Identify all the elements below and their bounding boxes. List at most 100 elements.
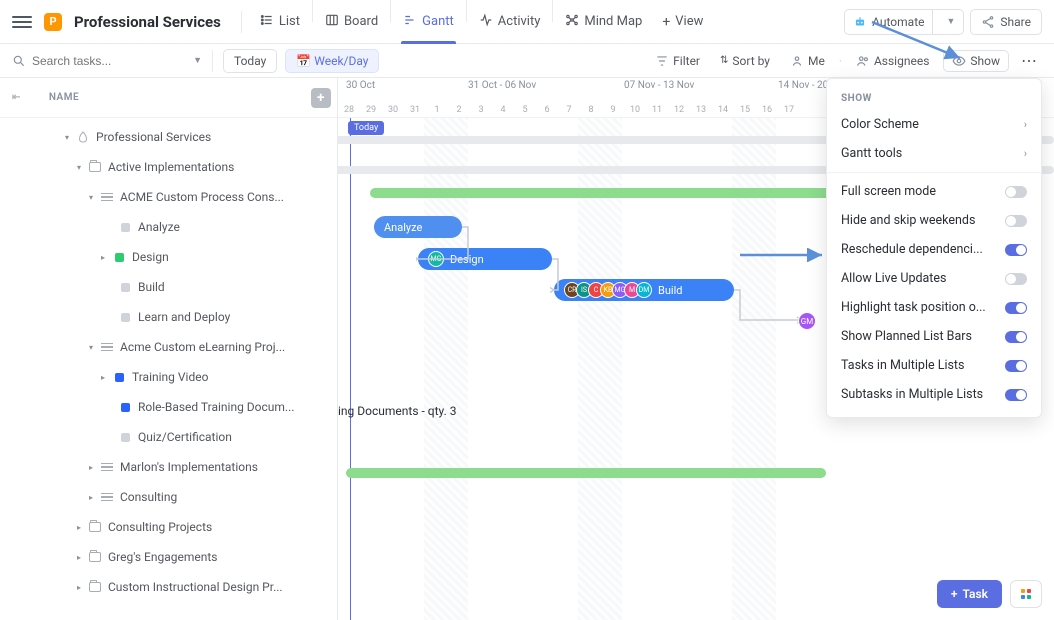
caret-icon[interactable]: ▸ xyxy=(98,253,108,262)
tree-row[interactable]: Build xyxy=(0,272,337,302)
share-button[interactable]: Share xyxy=(970,9,1042,35)
status-icon xyxy=(112,370,126,384)
show-nav-item[interactable]: Color Scheme› xyxy=(827,110,1041,139)
caret-icon[interactable]: ▸ xyxy=(98,373,108,382)
tree-row[interactable]: ▸ Greg's Engagements xyxy=(0,542,337,572)
tree-row[interactable]: Role-Based Training Docum... xyxy=(0,392,337,422)
automate-button[interactable]: Automate ▼ xyxy=(844,9,964,35)
day-cell: 14 xyxy=(712,105,734,115)
toggle-switch[interactable] xyxy=(1005,331,1027,343)
tree-row[interactable]: ▸Consulting Projects xyxy=(0,512,337,542)
toggle-switch[interactable] xyxy=(1005,186,1027,198)
show-toggle-row[interactable]: Subtasks in Multiple Lists xyxy=(827,380,1041,409)
caret-icon[interactable]: ▾ xyxy=(62,133,72,142)
status-icon xyxy=(118,430,132,444)
activity-icon xyxy=(479,13,493,31)
chevron-down-icon[interactable]: ▼ xyxy=(938,11,963,32)
show-toggle-row[interactable]: Hide and skip weekends xyxy=(827,206,1041,235)
show-nav-item[interactable]: Gantt tools› xyxy=(827,139,1041,168)
tree-row[interactable]: ▾ACME Custom Process Cons... xyxy=(0,182,337,212)
caret-icon[interactable]: ▸ xyxy=(86,463,96,472)
search-icon[interactable] xyxy=(12,54,26,68)
tree-row[interactable]: ▾Acme Custom eLearning Proj... xyxy=(0,332,337,362)
tab-list[interactable]: List xyxy=(250,0,310,44)
eye-icon xyxy=(952,54,966,68)
tree-row[interactable]: Learn and Deploy xyxy=(0,302,337,332)
toolbar: ▼ Today 📅 Week/Day Filter ⇅ Sort by Me ·… xyxy=(0,44,1054,78)
week-day-button[interactable]: 📅 Week/Day xyxy=(285,49,379,73)
today-button[interactable]: Today xyxy=(223,49,277,73)
gantt-icon xyxy=(403,13,417,31)
tab-mind-map[interactable]: Mind Map xyxy=(555,0,652,44)
caret-icon[interactable]: ▾ xyxy=(86,343,96,352)
caret-icon[interactable]: ▸ xyxy=(74,583,84,592)
tree-label: Professional Services xyxy=(96,130,211,144)
avatar[interactable]: GM xyxy=(798,312,816,330)
filter-button[interactable]: Filter xyxy=(649,50,706,72)
tab-activity[interactable]: Activity xyxy=(469,0,551,44)
show-button[interactable]: Show xyxy=(943,50,1009,72)
tree: ▾ Professional Services ▾ Active Implementa… xyxy=(0,118,337,620)
caret-icon[interactable]: ▸ xyxy=(74,553,84,562)
assignees-button[interactable]: Assignees xyxy=(850,50,935,72)
show-toggle-row[interactable]: Tasks in Multiple Lists xyxy=(827,351,1041,380)
chevron-down-icon[interactable]: ▼ xyxy=(193,55,202,66)
summary-bar[interactable] xyxy=(346,468,826,478)
day-cell: 4 xyxy=(492,105,514,115)
sort-button[interactable]: ⇅ Sort by xyxy=(714,50,776,72)
status-icon xyxy=(118,310,132,324)
toggle-switch[interactable] xyxy=(1005,273,1027,285)
caret-icon[interactable]: ▸ xyxy=(74,523,84,532)
summary-bar[interactable] xyxy=(370,188,850,198)
toggle-switch[interactable] xyxy=(1005,215,1027,227)
today-pill: Today xyxy=(348,121,384,135)
tree-row[interactable]: ▾ Professional Services xyxy=(0,122,337,152)
task-bar[interactable]: CRISCKBMGMDMBuild xyxy=(554,279,734,301)
toggle-switch[interactable] xyxy=(1005,244,1027,256)
tab-view[interactable]: +View xyxy=(652,0,713,44)
tree-label: Greg's Engagements xyxy=(108,550,217,564)
tree-row[interactable]: ▸Custom Instructional Design Pr... xyxy=(0,572,337,602)
tree-row[interactable]: Quiz/Certification xyxy=(0,422,337,452)
show-toggle-row[interactable]: Reschedule dependenci... xyxy=(827,235,1041,264)
tree-row[interactable]: Analyze xyxy=(0,212,337,242)
tree-label: Active Implementations xyxy=(108,160,234,174)
more-icon[interactable]: ⋯ xyxy=(1017,51,1042,70)
toggle-switch[interactable] xyxy=(1005,389,1027,401)
person-icon xyxy=(790,54,804,68)
caret-icon[interactable]: ▾ xyxy=(86,193,96,202)
toggle-label: Allow Live Updates xyxy=(841,271,946,286)
me-button[interactable]: Me xyxy=(784,50,831,72)
show-toggle-row[interactable]: Allow Live Updates xyxy=(827,264,1041,293)
tree-row[interactable]: ▸Consulting xyxy=(0,482,337,512)
tree-row[interactable]: ▸Training Video xyxy=(0,362,337,392)
tree-row[interactable]: ▾ Active Implementations xyxy=(0,152,337,182)
week-label: 31 Oct - 06 Nov xyxy=(468,80,536,91)
status-icon xyxy=(118,280,132,294)
day-cell: 11 xyxy=(646,105,668,115)
task-label: Build xyxy=(658,284,682,297)
dependency-line xyxy=(550,257,564,300)
tree-row[interactable]: ▸Marlon's Implementations xyxy=(0,452,337,482)
apps-button[interactable] xyxy=(1010,580,1042,608)
project-title: Professional Services xyxy=(74,13,221,31)
caret-icon[interactable]: ▸ xyxy=(86,493,96,502)
new-task-button[interactable]: +Task xyxy=(937,580,1002,608)
week-label: 30 Oct xyxy=(346,80,375,91)
toggle-label: Full screen mode xyxy=(841,184,936,199)
collapse-icon[interactable]: ⇤ xyxy=(12,92,21,103)
plus-icon: + xyxy=(662,14,670,30)
toggle-switch[interactable] xyxy=(1005,360,1027,372)
show-toggle-row[interactable]: Full screen mode xyxy=(827,177,1041,206)
tree-row[interactable]: ▸Design xyxy=(0,242,337,272)
add-button[interactable]: + xyxy=(311,88,331,108)
tab-gantt[interactable]: Gantt xyxy=(393,0,464,44)
menu-icon[interactable] xyxy=(12,12,32,32)
show-toggle-row[interactable]: Show Planned List Bars xyxy=(827,322,1041,351)
tree-label: Role-Based Training Docum... xyxy=(138,400,294,414)
show-toggle-row[interactable]: Highlight task position o... xyxy=(827,293,1041,322)
search-input[interactable] xyxy=(32,54,187,68)
toggle-switch[interactable] xyxy=(1005,302,1027,314)
tab-board[interactable]: Board xyxy=(315,0,388,44)
caret-icon[interactable]: ▾ xyxy=(74,163,84,172)
